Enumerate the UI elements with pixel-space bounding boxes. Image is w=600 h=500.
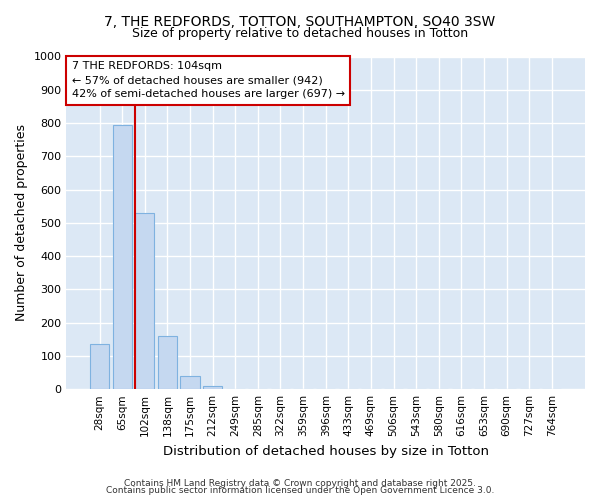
Text: Size of property relative to detached houses in Totton: Size of property relative to detached ho…	[132, 28, 468, 40]
Text: 7, THE REDFORDS, TOTTON, SOUTHAMPTON, SO40 3SW: 7, THE REDFORDS, TOTTON, SOUTHAMPTON, SO…	[104, 15, 496, 29]
Text: 7 THE REDFORDS: 104sqm
← 57% of detached houses are smaller (942)
42% of semi-de: 7 THE REDFORDS: 104sqm ← 57% of detached…	[71, 62, 345, 100]
X-axis label: Distribution of detached houses by size in Totton: Distribution of detached houses by size …	[163, 444, 489, 458]
Bar	[90, 344, 109, 389]
Text: Contains HM Land Registry data © Crown copyright and database right 2025.: Contains HM Land Registry data © Crown c…	[124, 478, 476, 488]
Bar	[158, 336, 177, 389]
Bar	[203, 386, 222, 389]
Text: Contains public sector information licensed under the Open Government Licence 3.: Contains public sector information licen…	[106, 486, 494, 495]
Bar	[181, 376, 200, 389]
Y-axis label: Number of detached properties: Number of detached properties	[15, 124, 28, 322]
Bar	[135, 213, 154, 389]
Bar	[113, 124, 132, 389]
